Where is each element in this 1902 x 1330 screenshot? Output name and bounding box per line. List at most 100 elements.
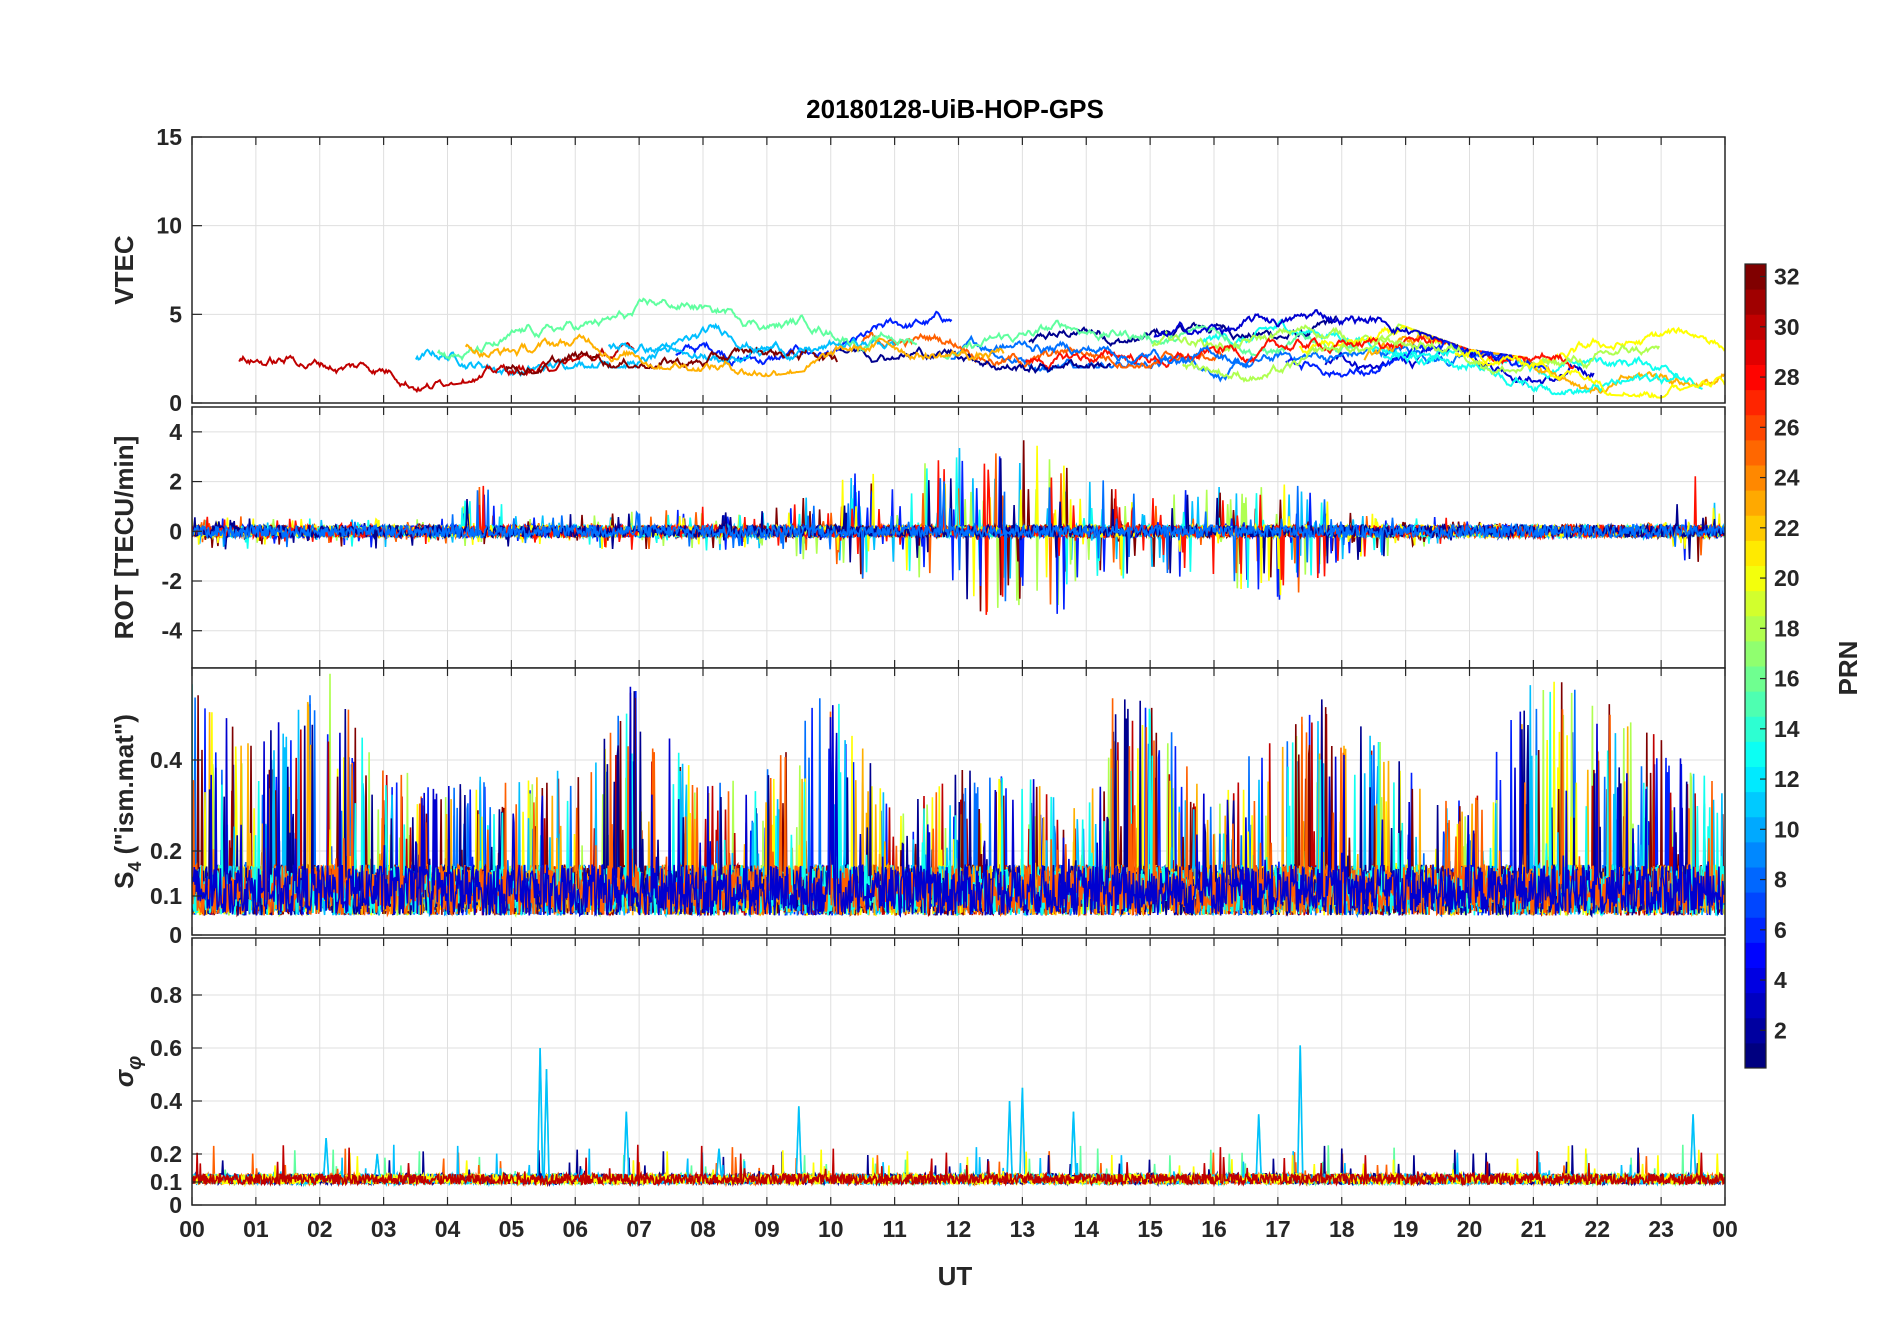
y-axis-label: S4 ("ism.mat") [109,714,145,889]
x-tick-label: 15 [1137,1216,1163,1242]
colorbar-tick-label: 16 [1774,666,1800,692]
x-tick-label: 07 [626,1216,652,1242]
y-tick-label: 0 [169,922,182,948]
y-tick-label: 0 [169,1192,182,1218]
colorbar-tick-label: 24 [1774,465,1800,491]
colorbar-segment [1745,414,1766,441]
colorbar-segment [1745,791,1766,818]
y-tick-label: 10 [156,213,182,239]
y-axis-label: ROT [TECU/min] [109,436,139,640]
vtec-trace [415,341,777,378]
x-tick-label: 00 [179,1216,205,1242]
vtec-trace [238,341,635,394]
colorbar-tick-label: 8 [1774,867,1787,893]
colorbar-segment [1745,841,1766,868]
y-tick-label: 0.1 [150,883,182,909]
vtec-trace [607,322,895,362]
x-tick-label: 12 [946,1216,972,1242]
y-tick-label: 0.6 [150,1035,182,1061]
x-tick-label: 10 [818,1216,844,1242]
colorbar-tick-label: 18 [1774,615,1800,641]
y-tick-label: 0.2 [150,838,182,864]
sigma-phi-trace [192,1144,1725,1188]
series-traces [192,673,1725,919]
y-tick-label: 0.2 [150,1141,182,1167]
y-tick-label: 0.8 [150,982,182,1008]
y-tick-label: 0 [169,390,182,416]
colorbar-segment [1745,766,1766,793]
y-tick-label: 4 [169,419,182,445]
vtec-trace [436,297,918,362]
x-tick-label: 05 [499,1216,525,1242]
y-axis-label: σφ [109,1056,146,1087]
colorbar-segment [1745,1042,1766,1069]
colorbar-tick-label: 26 [1774,414,1800,440]
y-tick-label: -2 [162,568,182,594]
colorbar-segment [1745,339,1766,365]
panel-3: 0 0.1 0.2 0.4S4 ("ism.mat") [109,667,1726,948]
y-tick-label: 15 [156,124,182,150]
colorbar-segment [1745,1017,1766,1044]
vtec-trace [1382,350,1703,396]
x-tick-label: 20 [1457,1216,1483,1242]
x-axis-label: UT [938,1261,973,1291]
x-tick-label: 03 [371,1216,397,1242]
colorbar-tick-label: 6 [1774,917,1787,943]
colorbar-segment [1745,314,1766,340]
colorbar-segment [1745,967,1766,994]
y-tick-label: 5 [169,301,182,327]
y-tick-label: 0.4 [150,747,182,773]
colorbar-segment [1745,439,1766,466]
colorbar-tick-label: 32 [1774,264,1800,290]
x-tick-label: 06 [562,1216,588,1242]
colorbar-segment [1745,716,1766,742]
vtec-trace [986,340,1253,366]
colorbar-tick-label: 30 [1774,314,1800,340]
x-tick-label: 16 [1201,1216,1227,1242]
colorbar-segment [1745,615,1766,642]
x-tick-label: 14 [1073,1216,1099,1242]
colorbar-segment [1745,666,1766,692]
colorbar-segment [1745,465,1766,491]
colorbar-segment [1745,490,1766,516]
panel-2: -4 -2 0 2 4 ROT [TECU/min] [109,406,1726,669]
x-tick-label: 09 [754,1216,780,1242]
vtec-trace [1181,337,1661,383]
colorbar-segment [1745,590,1766,617]
colorbar-segment [1745,691,1766,717]
x-tick-label: 19 [1393,1216,1419,1242]
vtec-trace [839,345,1112,374]
vtec-trace [1153,308,1515,362]
colorbar-tick-label: 28 [1774,364,1800,390]
vtec-trace [861,331,1225,370]
x-tick-label: 00 [1712,1216,1738,1242]
colorbar-tick-label: 4 [1774,967,1787,993]
y-axis-label: VTEC [109,235,139,305]
colorbar-segment [1745,540,1766,566]
colorbar-segment [1745,917,1766,943]
series-traces [192,440,1725,615]
panel-4: 00.10.2 0.4 0.6 0.8 σφ [109,937,1726,1218]
colorbar-tick-label: 2 [1774,1017,1787,1043]
colorbar-segment [1745,389,1766,416]
x-tick-label: 17 [1265,1216,1291,1242]
colorbar-segment [1745,892,1766,918]
colorbar-tick-label: 22 [1774,515,1800,541]
colorbar-segment [1745,515,1766,541]
vtec-trace [505,346,839,377]
s4-trace [192,686,1725,918]
colorbar-segment [1745,942,1766,968]
x-tick-label: 18 [1329,1216,1355,1242]
x-tick-label: 01 [243,1216,269,1242]
x-tick-label: 13 [1010,1216,1036,1242]
colorbar-segment [1745,741,1766,767]
x-tick-labels: 00 01 02 03 04 05 06 07 08 09 10 11 12 13 14 15 16 17 18 19… [179,1216,1738,1242]
colorbar-tick-label: 20 [1774,565,1800,591]
x-tick-label: 11 [882,1216,907,1242]
colorbar-tick-label: 14 [1774,716,1800,742]
x-tick-label: 08 [690,1216,716,1242]
series-traces [238,297,1725,399]
